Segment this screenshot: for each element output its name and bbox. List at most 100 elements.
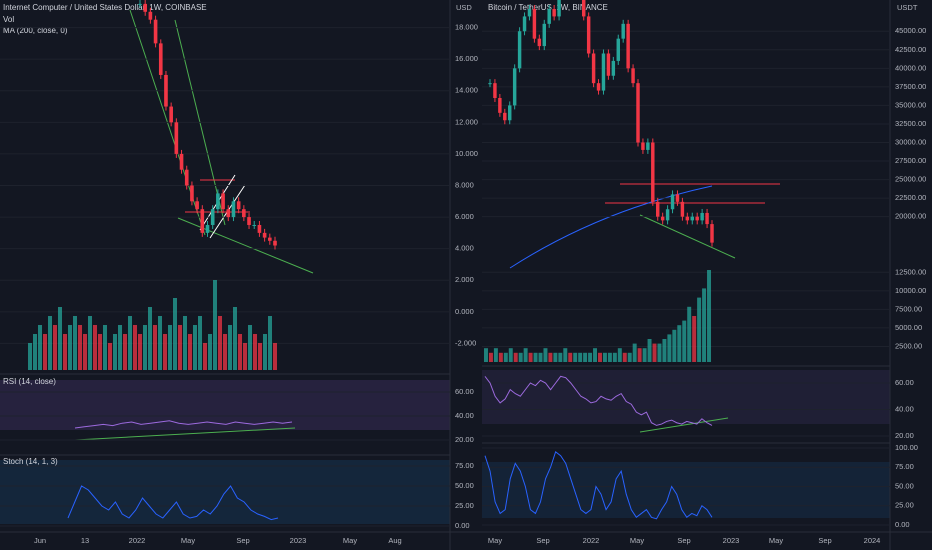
x-tick-label: Sep [818, 536, 831, 545]
volume-bar [168, 325, 172, 370]
candle-body [190, 185, 194, 202]
candle-body [591, 53, 596, 84]
candle-body [273, 240, 277, 246]
y-tick-label: 60.00 [455, 387, 474, 396]
volume-bar [503, 352, 508, 362]
volume-bar [163, 334, 167, 370]
volume-bar [568, 352, 573, 362]
rsi-band [0, 380, 450, 430]
y-tick-label: 45000.00 [895, 26, 926, 35]
candle-body [164, 74, 168, 107]
x-tick-label: Sep [536, 536, 549, 545]
y-tick-label: 16.000 [455, 54, 478, 63]
volume-bar [273, 343, 277, 370]
volume-bar [667, 334, 672, 362]
candle-body [665, 209, 670, 221]
y-tick-label: 6.000 [455, 212, 474, 221]
volume-bar [203, 343, 207, 370]
y-tick-label: 0.00 [895, 520, 910, 529]
candle-body [493, 83, 497, 98]
candle-body [242, 209, 246, 218]
volume-bar [602, 352, 607, 362]
volume-bar [173, 298, 177, 370]
volume-bar [153, 325, 157, 370]
candle-body [700, 212, 704, 221]
candle-body [153, 19, 158, 44]
volume-bar [188, 334, 192, 370]
x-tick-label: May [181, 536, 195, 545]
volume-bar [238, 334, 242, 370]
candle-body [695, 216, 699, 221]
candle-body [582, 0, 586, 17]
volume-bar [553, 352, 558, 362]
volume-bar [218, 316, 222, 370]
volume-bar [138, 334, 142, 370]
candles [138, 0, 277, 250]
unit: USDT [897, 3, 918, 12]
volume-bar [513, 352, 518, 362]
y-tick-label: 0.00 [455, 521, 470, 530]
volume-bar [43, 334, 47, 370]
x-tick-label: May [488, 536, 502, 545]
volume-bar [578, 352, 583, 362]
volume-bar [28, 343, 32, 370]
volume-bar [48, 316, 52, 370]
volume-bar [68, 325, 72, 370]
rsi-trend [639, 417, 729, 433]
candle-body [267, 237, 272, 241]
candle-body [557, 0, 561, 17]
candle-body [621, 23, 625, 39]
candle-body [195, 201, 199, 210]
stoch-line [67, 485, 279, 521]
y-tick-label: 7500.00 [895, 304, 922, 313]
volume-bar [538, 352, 543, 362]
y-tick-label: 4.000 [455, 244, 474, 253]
volume-bar [78, 325, 82, 370]
volume-bar [143, 325, 147, 370]
candle-body [705, 212, 709, 225]
y-tick-label: 10.000 [455, 149, 478, 158]
x-tick-label: 13 [81, 536, 89, 545]
volume-bar [617, 348, 622, 362]
y-tick-label: 12500.00 [895, 267, 926, 276]
volume-bar [53, 325, 57, 370]
y-tick-label: 2500.00 [895, 341, 922, 350]
volume-bar [178, 325, 182, 370]
candle-body [611, 60, 616, 76]
y-tick-label: -2.000 [455, 338, 476, 347]
y-tick-label: 40000.00 [895, 63, 926, 72]
volume-bar [228, 325, 232, 370]
volume-bar [627, 352, 632, 362]
candle-body [247, 217, 251, 225]
x-tick-label: 2022 [583, 536, 600, 545]
x-tick-label: Jun [34, 536, 46, 545]
candle-body [517, 31, 522, 69]
volume-bar [253, 334, 257, 370]
volume-bar [607, 352, 612, 362]
volume-bar [208, 334, 212, 370]
candle-body [252, 224, 257, 226]
y-tick-label: 25000.00 [895, 175, 926, 184]
y-tick-label: 50.00 [455, 481, 474, 490]
volume-bar [63, 334, 67, 370]
x-tick-label: Sep [236, 536, 249, 545]
volume-bar [103, 325, 107, 370]
volume-bar [687, 306, 692, 362]
y-tick-label: 12.000 [455, 117, 478, 126]
volume-bar [213, 280, 217, 370]
x-tick-label: 2024 [864, 536, 881, 545]
legend: Vol [3, 15, 14, 24]
candle-body [236, 201, 241, 210]
volume-bar [233, 307, 237, 370]
y-tick-label: 10000.00 [895, 286, 926, 295]
volume-bar [593, 348, 598, 362]
y-tick-label: 25.00 [895, 501, 914, 510]
volume-bar [583, 352, 588, 362]
stoch-line [484, 451, 713, 520]
volume-bar [88, 316, 92, 370]
candle-body [651, 142, 655, 202]
volume-bar [108, 343, 112, 370]
y-tick-label: 22500.00 [895, 193, 926, 202]
volume-bar [58, 307, 62, 370]
candle-body [616, 38, 620, 61]
